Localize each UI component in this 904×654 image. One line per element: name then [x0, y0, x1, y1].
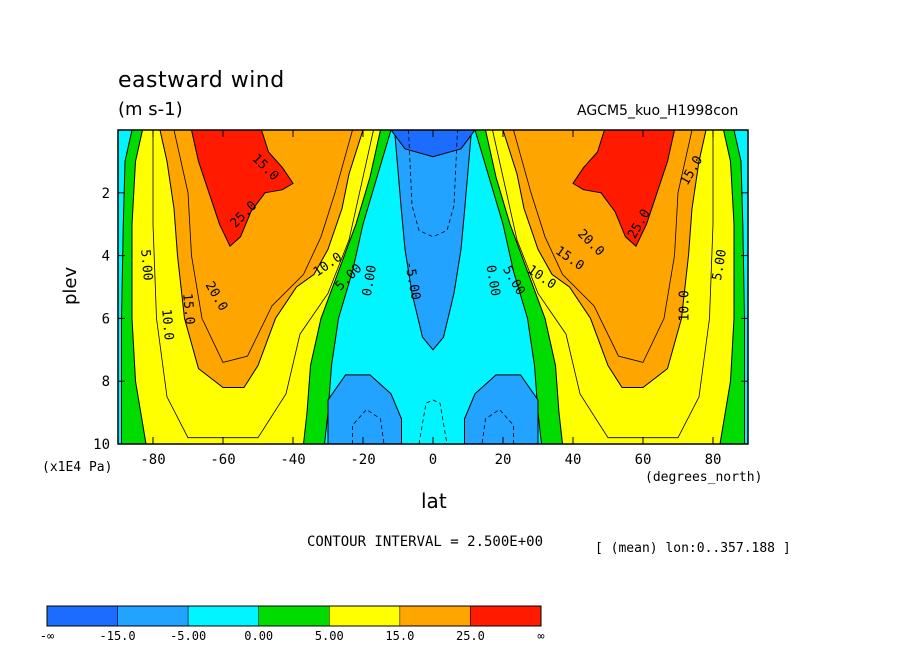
contour-label: 10.0 — [678, 290, 693, 321]
y-tick-label: 6 — [102, 311, 110, 327]
contour-region-blue-center — [393, 129, 473, 351]
contour-label: 5.00 — [710, 248, 730, 281]
contour-line — [513, 129, 693, 363]
x-tick-label: 20 — [495, 452, 512, 468]
colorbar-segment — [117, 605, 189, 627]
contour-label: 0.00 — [482, 264, 502, 297]
y-tick-label: 10 — [93, 437, 110, 453]
colorbar-label: 0.00 — [244, 629, 273, 643]
contour-region-red-core — [190, 129, 294, 248]
contour-line-negative — [481, 408, 514, 445]
x-axis-label: lat — [421, 489, 447, 513]
x-tick-label: 80 — [705, 452, 722, 468]
x-tick-label: 40 — [565, 452, 582, 468]
contour-region-blue-low-left-mirror — [464, 374, 539, 445]
contour-label: 15.0 — [179, 293, 197, 326]
contour-interval-text: CONTOUR INTERVAL = 2.500E+00 — [307, 534, 544, 550]
contour-region-blue-low-left — [327, 374, 402, 445]
contour-line — [173, 129, 353, 363]
y-tick-label: 8 — [102, 374, 110, 390]
y-axis-unit: (x1E4 Pa) — [42, 460, 113, 475]
colorbar-frame — [46, 605, 542, 627]
colorbar-segment — [399, 605, 471, 627]
x-tick-label: -20 — [350, 452, 375, 468]
y-tick-label: 4 — [102, 249, 110, 265]
contour-label: -5.00 — [401, 260, 423, 301]
colorbar-segment — [187, 605, 259, 627]
contour-label: 0.00 — [360, 264, 380, 297]
colorbar-segment — [258, 605, 330, 627]
colorbar-label: 5.00 — [315, 629, 344, 643]
x-tick-label: -60 — [210, 452, 235, 468]
x-tick-label: -40 — [280, 452, 305, 468]
colorbar-segment — [46, 605, 118, 627]
x-tick-label: 60 — [635, 452, 652, 468]
contour-line — [492, 129, 714, 439]
contour-line-negative — [418, 399, 448, 445]
colorbar-label: ∞ — [537, 629, 544, 643]
dataset-label: AGCM5_kuo_H1998con — [577, 103, 739, 119]
colorbar-segment — [329, 605, 401, 627]
colorbar-label: 25.0 — [456, 629, 485, 643]
chart-units: (m s-1) — [118, 99, 183, 120]
colorbar-label: 15.0 — [385, 629, 414, 643]
chart-title: eastward wind — [118, 68, 285, 93]
colorbar-label: -5.00 — [170, 629, 206, 643]
subset-text: [ (mean) lon:0..357.188 ] — [595, 541, 791, 556]
contour-line-negative — [352, 408, 385, 445]
y-tick-label: 2 — [102, 186, 110, 202]
contour-line — [152, 129, 374, 439]
colorbar-label: -15.0 — [100, 629, 136, 643]
contour-label: 10.0 — [158, 308, 176, 341]
colorbar-segment — [470, 605, 542, 627]
x-tick-label: 0 — [429, 452, 437, 468]
contour-region-red-core-mirror — [572, 129, 676, 248]
x-tick-label: -80 — [140, 452, 165, 468]
contour-label: 5.00 — [137, 249, 155, 282]
colorbar-label: -∞ — [40, 629, 54, 643]
x-axis-unit: (degrees_north) — [645, 470, 763, 485]
